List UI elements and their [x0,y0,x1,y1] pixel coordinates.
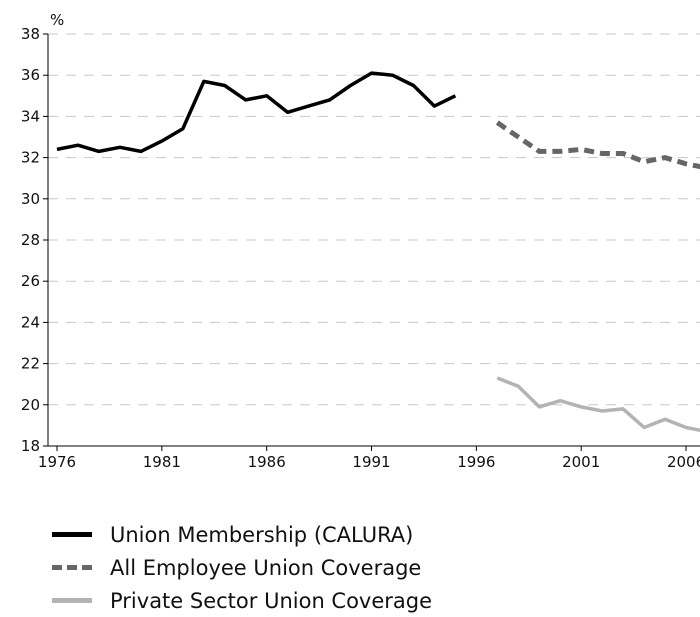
y-tick-label: 20 [21,396,40,414]
series-lines [57,73,700,432]
legend-item-union-membership: Union Membership (CALURA) [52,518,432,551]
y-tick-label: 24 [21,313,40,331]
x-tick-label: 1981 [143,453,181,471]
legend-label-private-sector-coverage: Private Sector Union Coverage [110,589,432,613]
y-tick-label: 30 [21,190,40,208]
legend-label-all-employee-coverage: All Employee Union Coverage [110,556,421,580]
gridlines [48,34,700,405]
series-line-union-membership [57,73,455,151]
y-tick-label: 32 [21,149,40,167]
x-tick-label: 2001 [562,453,600,471]
x-tick-label: 1986 [248,453,286,471]
y-tick-label: 22 [21,355,40,373]
legend: Union Membership (CALURA) All Employee U… [52,518,432,617]
series-line-all-employee-coverage [497,123,700,168]
y-tick-label: 36 [21,66,40,84]
legend-swatch-union-membership [52,532,92,537]
legend-item-all-employee-coverage: All Employee Union Coverage [52,551,432,584]
x-tick-label: 2006 [667,453,700,471]
legend-swatch-all-employee-coverage [52,565,92,570]
axes: % [48,11,700,446]
y-tick-label: 34 [21,107,40,125]
y-tick-label: 26 [21,272,40,290]
legend-swatch-private-sector-coverage [52,598,92,603]
x-tick-label: 1976 [38,453,76,471]
y-tick-label: 28 [21,231,40,249]
legend-label-union-membership: Union Membership (CALURA) [110,523,413,547]
y-tick-label: 38 [21,25,40,43]
y-axis-unit-label: % [50,11,64,29]
x-tick-label: 1991 [352,453,390,471]
x-tick-label: 1996 [457,453,495,471]
